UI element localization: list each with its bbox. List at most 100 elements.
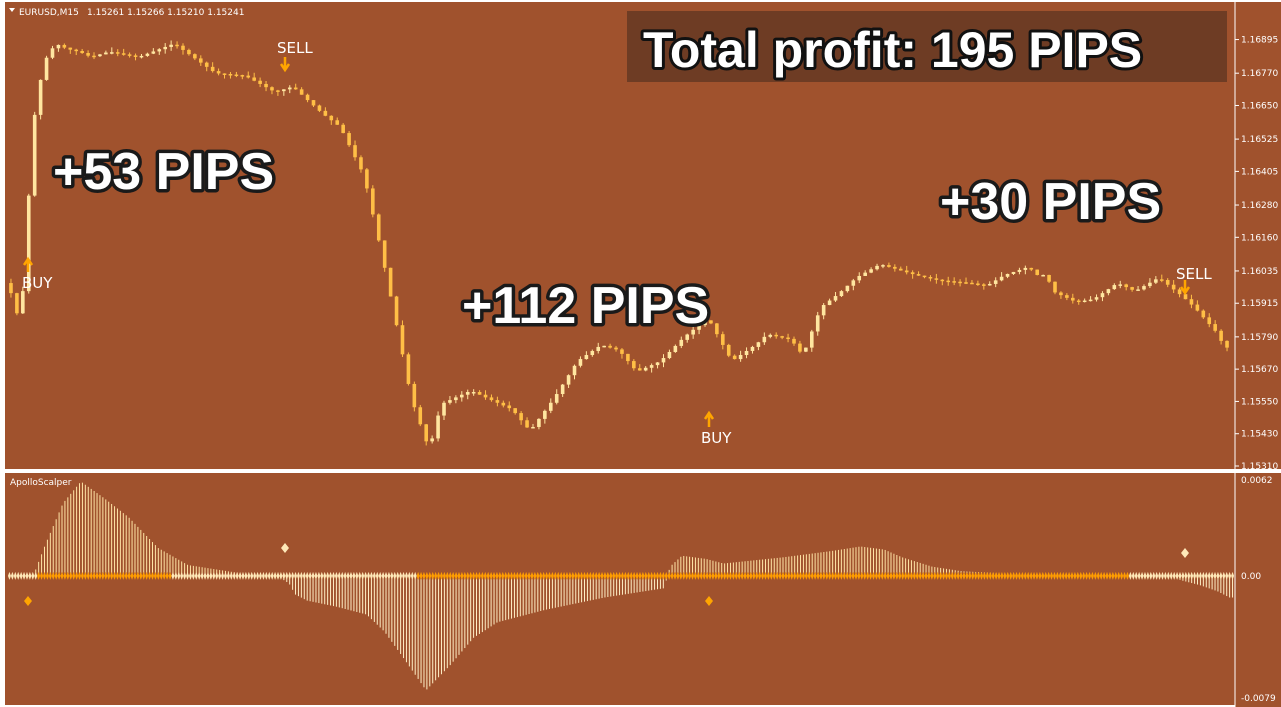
candle	[602, 345, 606, 348]
candle	[258, 77, 262, 88]
signal-line-dot	[442, 571, 446, 580]
signal-line-dot	[358, 571, 362, 580]
signal-line-dot	[606, 571, 610, 580]
sell-arrow-icon	[1179, 280, 1191, 296]
candle-body	[210, 66, 215, 72]
candle-body	[287, 87, 292, 90]
candle	[548, 398, 553, 414]
signal-line-dot	[728, 571, 732, 580]
candle-body	[1059, 292, 1063, 296]
candle-body	[768, 334, 773, 337]
candle-body	[299, 89, 304, 95]
signal-line-dot	[1175, 571, 1179, 580]
candle	[614, 345, 618, 352]
signal-line-dot	[107, 571, 111, 580]
signal-line-dot	[1047, 571, 1051, 580]
candle-body	[976, 283, 980, 285]
signal-line-dot	[842, 571, 846, 580]
signal-line-dot	[936, 571, 940, 580]
signal-line-dot	[352, 571, 356, 580]
candle-body	[560, 384, 565, 395]
indicator-signal-line	[7, 543, 1235, 606]
signal-line-dot	[615, 571, 619, 580]
signal-line-dot	[819, 571, 823, 580]
candle-body	[827, 300, 832, 306]
signal-line-dot	[1131, 571, 1135, 580]
signal-line-dot	[1204, 571, 1208, 580]
signal-line-dot	[364, 571, 368, 580]
price-tick-label: 1.16280	[1241, 201, 1278, 211]
signal-line-dot	[956, 571, 960, 580]
signal-line-dot	[1000, 571, 1004, 580]
indicator-tick-label: -0.0079	[1241, 694, 1276, 704]
signal-line-dot	[530, 571, 534, 580]
candle	[643, 366, 648, 372]
signal-line-dot	[311, 571, 315, 580]
candle-body	[175, 44, 179, 47]
signal-line-dot	[54, 571, 58, 580]
candle	[1082, 298, 1087, 303]
signal-line-dot	[708, 571, 712, 580]
signal-line-dot	[904, 571, 908, 580]
signal-line-dot	[1067, 571, 1071, 580]
signal-line-dot	[810, 571, 814, 580]
signal-line-dot	[337, 571, 341, 580]
candle	[270, 86, 274, 95]
signal-line-dot	[562, 571, 566, 580]
candle-body	[365, 169, 369, 189]
signal-line-dot	[1166, 571, 1170, 580]
chart-symbol: EURUSD,M15	[19, 8, 79, 18]
signal-line-dot	[714, 571, 718, 580]
candle	[234, 71, 239, 78]
signal-line-dot	[568, 571, 572, 580]
candle-body	[489, 397, 494, 401]
sell-signal-2: SELL	[1176, 265, 1212, 296]
candle	[715, 322, 719, 338]
candle-body	[1195, 304, 1200, 311]
candle	[204, 61, 209, 72]
signal-line-dot	[726, 571, 730, 580]
signal-line-dot	[705, 571, 709, 580]
candle-body	[204, 62, 209, 67]
candle-body	[786, 337, 790, 340]
price-tick-label: 1.15790	[1241, 333, 1278, 343]
signal-line-dot	[66, 571, 70, 580]
signal-line-dot	[258, 571, 262, 580]
candle	[1106, 288, 1111, 296]
candle-body	[347, 133, 351, 146]
dropdown-triangle-icon[interactable]	[9, 8, 15, 12]
candle-body	[1148, 282, 1152, 287]
signal-line-dot	[235, 571, 239, 580]
candle	[1088, 296, 1093, 302]
signal-line-dot	[536, 571, 540, 580]
candle-body	[448, 400, 452, 403]
signal-line-dot	[968, 571, 972, 580]
candle	[80, 48, 84, 54]
candle-body	[406, 354, 411, 384]
candle	[347, 130, 351, 147]
signal-line-dot	[308, 571, 312, 580]
candle-body	[1124, 284, 1128, 288]
signal-line-dot	[148, 571, 152, 580]
signal-line-dot	[609, 571, 613, 580]
candle	[15, 292, 19, 316]
candle-body	[1094, 297, 1099, 300]
candle-body	[1023, 267, 1028, 270]
candle	[1112, 283, 1117, 290]
candle	[181, 43, 185, 55]
candle	[655, 362, 660, 369]
candle-body	[608, 345, 612, 348]
candle	[74, 48, 79, 56]
signal-line-dot	[650, 571, 654, 580]
candle	[649, 363, 654, 373]
candle-body	[1207, 317, 1212, 325]
signal-line-dot	[340, 571, 344, 580]
candle-body	[323, 110, 328, 116]
candle	[163, 43, 167, 54]
signal-line-dot	[1140, 571, 1144, 580]
candle	[667, 349, 672, 360]
signal-line-dot	[883, 571, 887, 580]
price-axis-ticks: 1.16895 1.16770 1.16650 1.16525 1.16405 1.162…	[1235, 36, 1278, 472]
signal-line-dot	[915, 571, 919, 580]
signal-line-dot	[413, 571, 417, 580]
